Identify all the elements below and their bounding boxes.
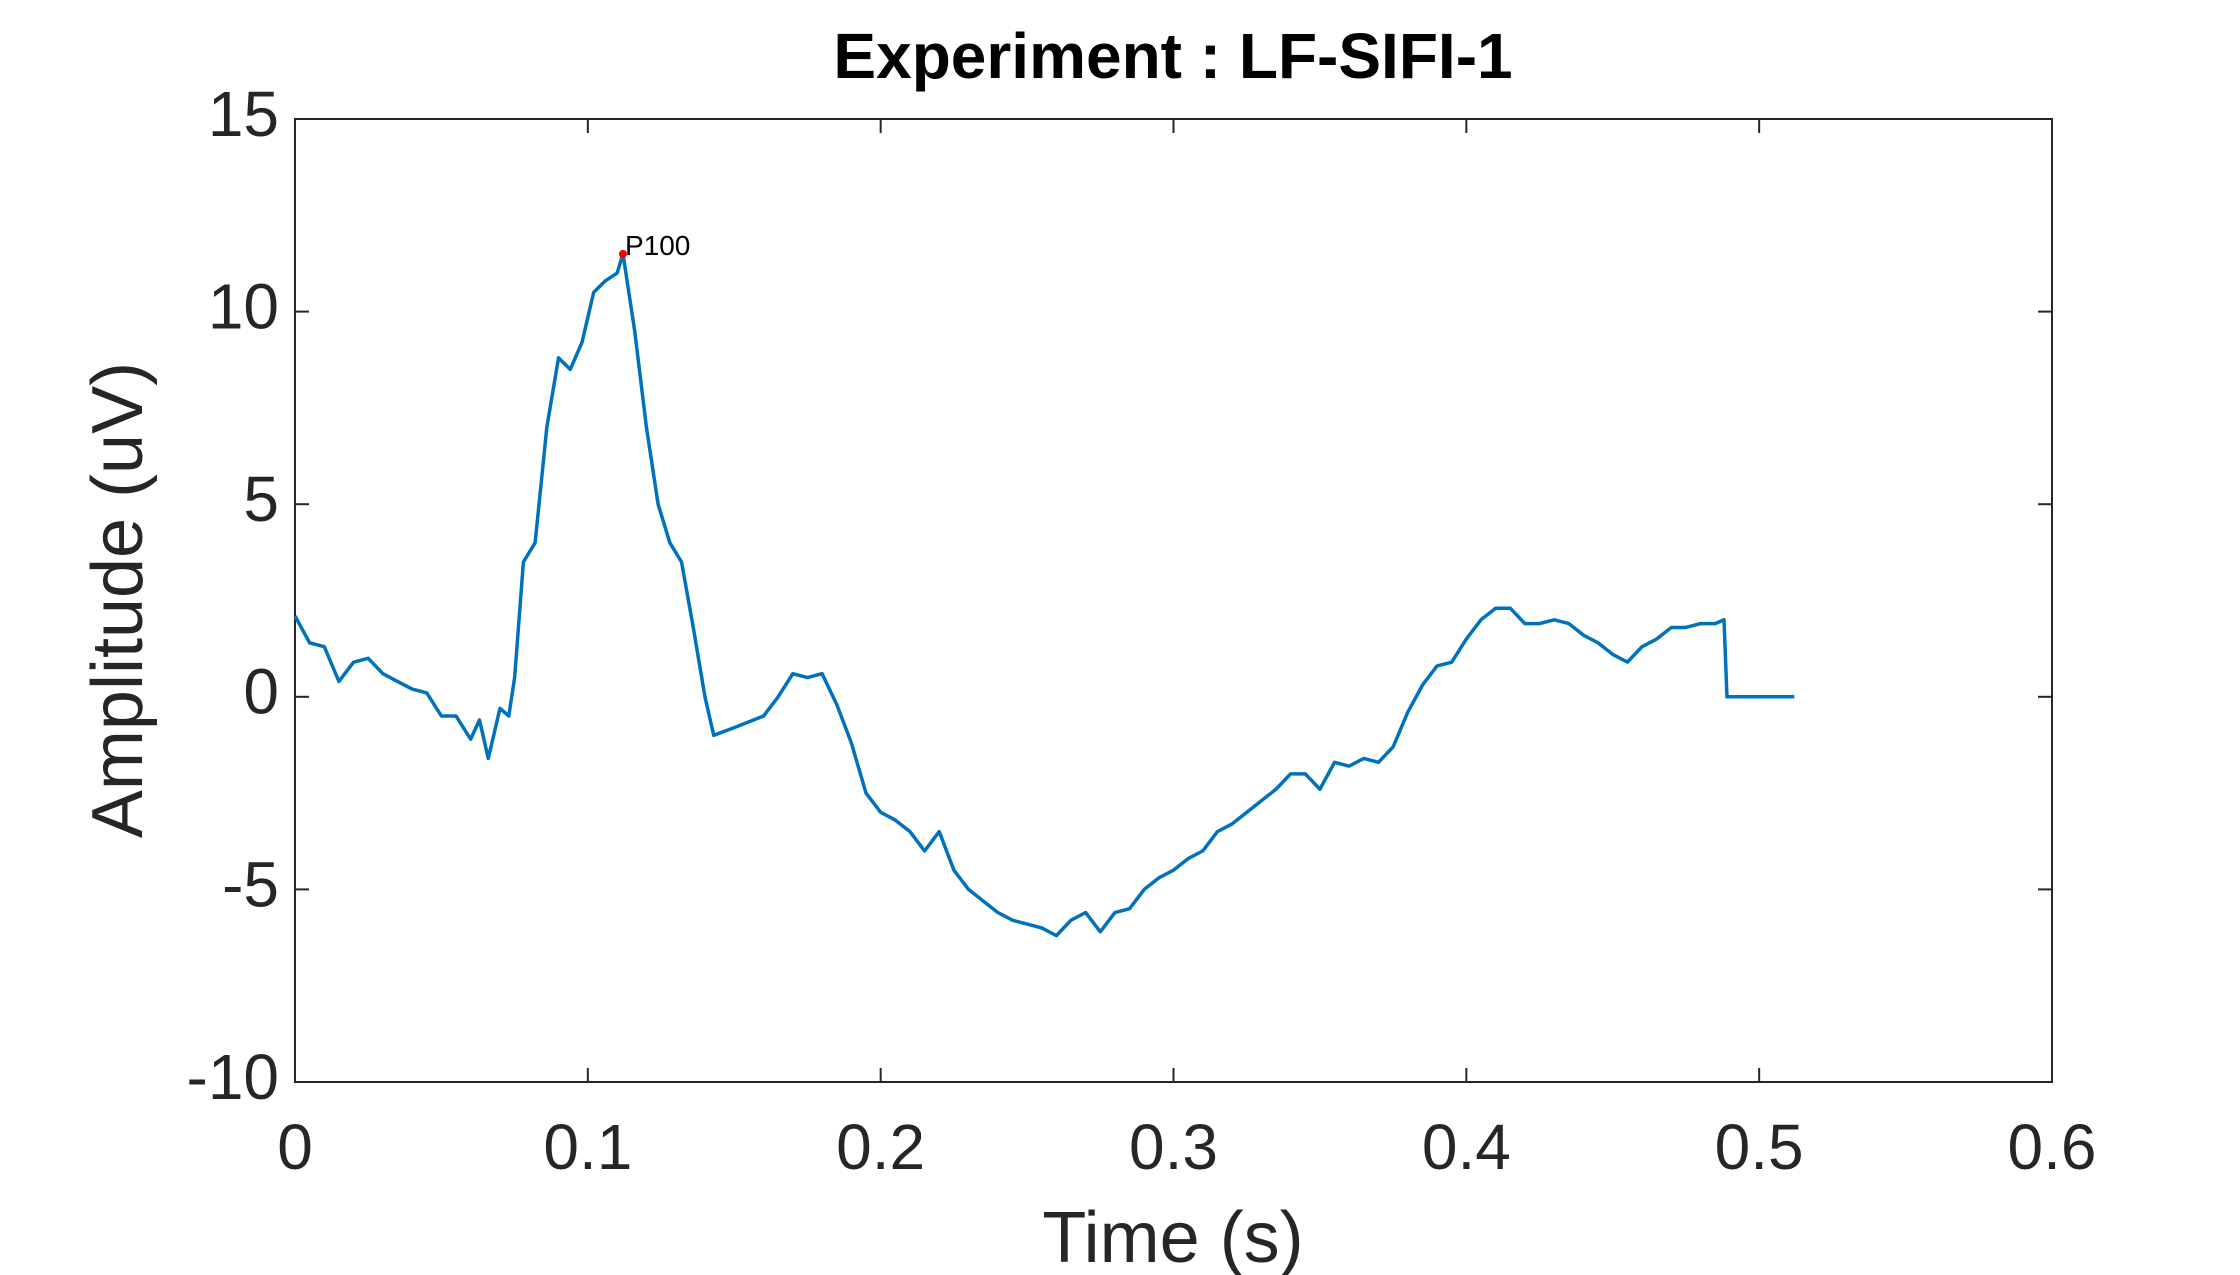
- data-line: [293, 252, 1795, 938]
- x-tick-label: 0.5: [1715, 1111, 1804, 1183]
- x-tick-label: 0.1: [543, 1111, 632, 1183]
- annotation-label: P100: [625, 230, 690, 261]
- x-tick-label: 0.3: [1129, 1111, 1218, 1183]
- y-tick-label: 10: [208, 271, 279, 343]
- x-tick-label: 0.2: [836, 1111, 925, 1183]
- y-tick-label: 5: [243, 463, 279, 535]
- chart-title: Experiment : LF-SIFI-1: [833, 20, 1512, 92]
- x-axis-label: Time (s): [1042, 1198, 1303, 1275]
- axes-box: [294, 118, 2053, 1083]
- y-axis-label: Amplitude (uV): [78, 362, 158, 838]
- y-tick-label: -5: [222, 848, 279, 920]
- x-tick-label: 0.6: [2008, 1111, 2097, 1183]
- y-tick-label: 15: [208, 78, 279, 150]
- annotation-marker: [618, 249, 627, 258]
- x-tick-label: 0: [277, 1111, 313, 1183]
- x-tick-label: 0.4: [1422, 1111, 1511, 1183]
- y-tick-label: -10: [187, 1041, 280, 1113]
- y-tick-label: 0: [243, 656, 279, 728]
